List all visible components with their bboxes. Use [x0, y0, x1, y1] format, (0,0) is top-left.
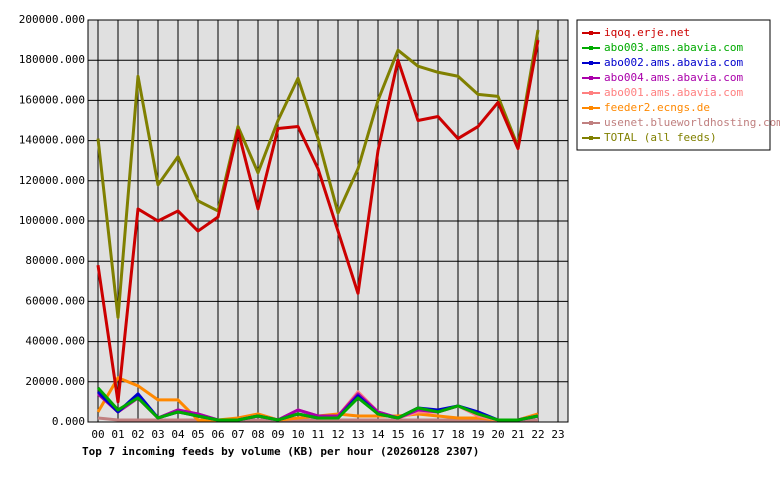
x-tick-label: 06: [211, 428, 224, 441]
y-tick-label: 200000.000: [19, 13, 85, 26]
plot-border: [87, 19, 569, 423]
legend-marker: [589, 91, 593, 95]
series-line: [96, 29, 540, 319]
y-tick-label: 60000.000: [25, 294, 85, 307]
series-line: [96, 39, 540, 404]
x-tick-label: 05: [191, 428, 204, 441]
x-tick-label: 10: [291, 428, 304, 441]
x-tick-label: 18: [451, 428, 464, 441]
legend-label: usenet.blueworldhosting.com: [604, 116, 780, 129]
legend-marker: [589, 31, 593, 35]
x-tick-label: 20: [491, 428, 504, 441]
legend-marker: [589, 121, 593, 125]
x-tick-label: 15: [391, 428, 404, 441]
y-tick-label: 0.000: [52, 415, 85, 428]
x-tick-label: 00: [91, 428, 104, 441]
legend-label: abo001.ams.abavia.com: [604, 86, 743, 99]
x-tick-label: 01: [111, 428, 124, 441]
legend-marker: [589, 61, 593, 65]
x-tick-label: 04: [171, 428, 185, 441]
y-tick-label: 180000.000: [19, 53, 85, 66]
y-tick-label: 120000.000: [19, 174, 85, 187]
chart-title: Top 7 incoming feeds by volume (KB) per …: [82, 445, 479, 458]
legend-label: abo002.ams.abavia.com: [604, 56, 743, 69]
x-tick-label: 02: [131, 428, 144, 441]
legend-marker: [589, 136, 593, 140]
x-tick-label: 23: [551, 428, 564, 441]
legend-box: [576, 19, 771, 151]
x-tick-label: 11: [311, 428, 324, 441]
x-tick-label: 12: [331, 428, 344, 441]
legend-label: abo004.ams.abavia.com: [604, 71, 743, 84]
y-tick-label: 160000.000: [19, 93, 85, 106]
x-tick-label: 13: [351, 428, 364, 441]
legend-label: abo003.ams.abavia.com: [604, 41, 743, 54]
x-tick-label: 03: [151, 428, 164, 441]
legend-label: feeder2.ecngs.de: [604, 101, 710, 114]
legend-marker: [589, 106, 593, 110]
y-tick-label: 20000.000: [25, 375, 85, 388]
y-tick-label: 40000.000: [25, 335, 85, 348]
x-tick-label: 22: [531, 428, 544, 441]
legend-marker: [589, 46, 593, 50]
x-tick-label: 08: [251, 428, 264, 441]
x-tick-label: 09: [271, 428, 284, 441]
x-tick-label: 14: [371, 428, 385, 441]
y-tick-label: 80000.000: [25, 254, 85, 267]
x-tick-label: 21: [511, 428, 524, 441]
legend-label: iqoq.erje.net: [604, 26, 690, 39]
x-tick-label: 16: [411, 428, 424, 441]
series-line: [97, 416, 538, 422]
y-tick-label: 140000.000: [19, 134, 85, 147]
y-tick-label: 100000.000: [19, 214, 85, 227]
legend-label: TOTAL (all feeds): [604, 131, 717, 144]
x-tick-label: 17: [431, 428, 444, 441]
x-tick-label: 19: [471, 428, 484, 441]
series-line: [96, 386, 539, 422]
x-tick-label: 07: [231, 428, 244, 441]
legend-marker: [589, 76, 593, 80]
